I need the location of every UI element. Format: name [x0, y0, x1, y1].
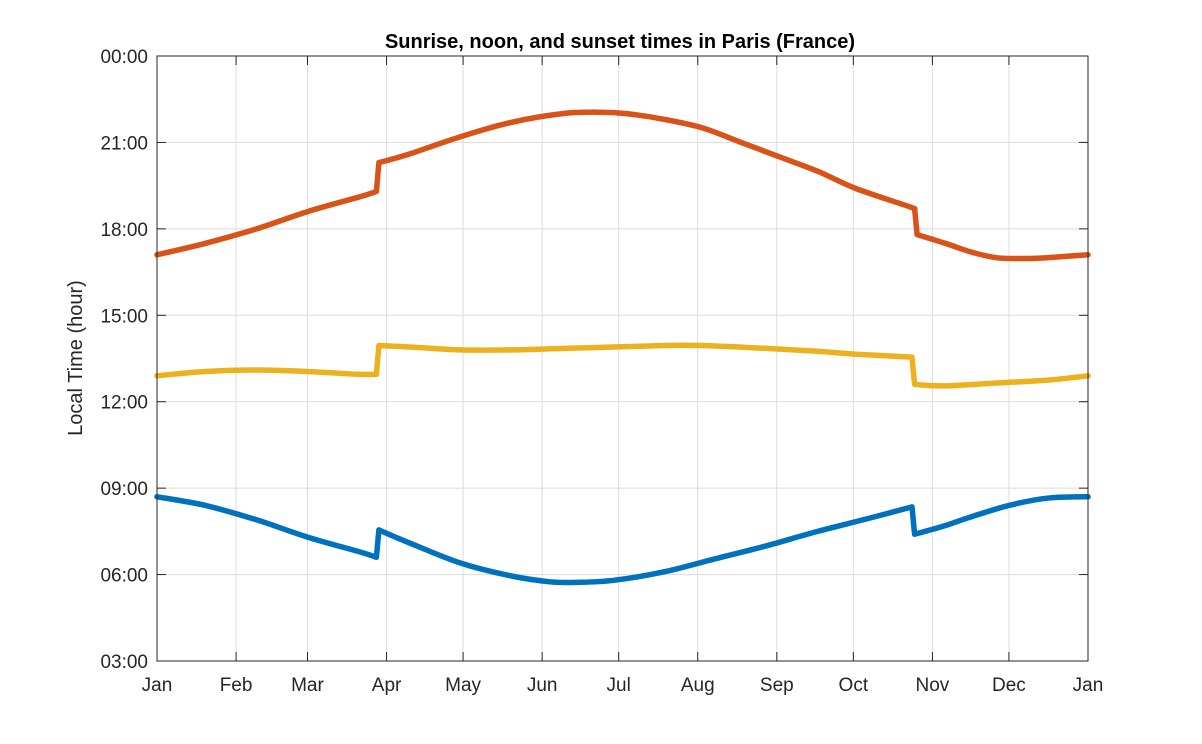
y-tick-label: 09:00 — [100, 479, 148, 500]
x-tick-label: Dec — [992, 675, 1026, 696]
x-tick-label: Aug — [681, 675, 715, 696]
y-tick-label: 00:00 — [100, 47, 148, 68]
noon-line — [154, 342, 1091, 389]
x-tick-label: Nov — [916, 675, 950, 696]
sunset-line — [154, 109, 1091, 262]
x-tick-label: Sep — [760, 675, 794, 696]
x-tick-label: Feb — [220, 675, 253, 696]
y-tick-label: 06:00 — [100, 566, 148, 587]
sunrise-line — [154, 494, 1091, 586]
y-tick-label: 18:00 — [100, 220, 148, 241]
y-tick-label: 15:00 — [100, 306, 148, 327]
x-tick-label: Jan — [1073, 675, 1104, 696]
series-layer — [154, 109, 1091, 586]
x-tick-label: Oct — [839, 675, 869, 696]
plot-area — [157, 56, 1088, 661]
chart-title: Sunrise, noon, and sunset times in Paris… — [385, 31, 855, 53]
x-tick-label: May — [445, 675, 481, 696]
y-tick-label: 21:00 — [100, 133, 148, 154]
y-tick-label: 12:00 — [100, 393, 148, 414]
axis-ticks — [156, 55, 1089, 662]
x-tick-labels: Jan Feb Mar Apr May Jun Jul Aug Sep Oct Nov Dec Jan — [142, 675, 1104, 696]
x-tick-label: Apr — [372, 675, 402, 696]
x-tick-label: Jul — [607, 675, 631, 696]
y-axis-label: Local Time (hour) — [65, 280, 87, 436]
plot-frame — [156, 55, 1089, 662]
x-tick-label: Jun — [527, 675, 558, 696]
y-tick-labels: 03:00 06:00 09:00 12:00 15:00 18:00 21:00 00:00 — [100, 47, 148, 673]
y-tick-label: 03:00 — [100, 652, 148, 673]
x-tick-label: Jan — [142, 675, 173, 696]
x-tick-label: Mar — [291, 675, 324, 696]
